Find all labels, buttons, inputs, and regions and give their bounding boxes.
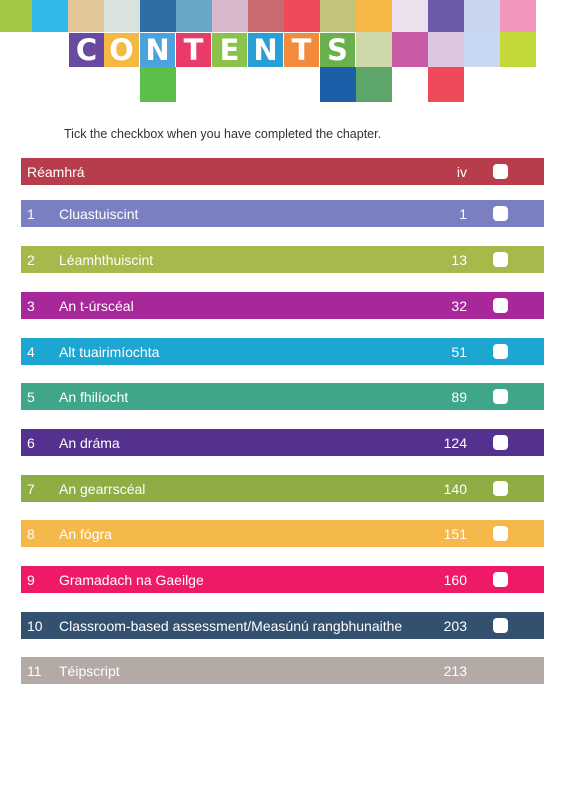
mosaic-tile	[176, 0, 212, 32]
mosaic-tile	[356, 67, 392, 102]
chapter-title: An dráma	[59, 435, 120, 451]
page-number: 140	[443, 481, 467, 497]
chapter-number: 7	[27, 481, 35, 497]
chapter-number: 6	[27, 435, 35, 451]
mosaic-tile	[464, 32, 500, 67]
completion-checkbox[interactable]	[493, 481, 508, 496]
title-letter: N	[140, 33, 175, 67]
chapter-row: 9 Gramadach na Gaeilge 160	[21, 566, 544, 593]
title-letter: N	[248, 33, 283, 67]
mosaic-tile	[428, 0, 464, 32]
chapter-title: An gearrscéal	[59, 481, 146, 497]
chapter-row: 7 An gearrscéal 140	[21, 475, 544, 502]
completion-checkbox[interactable]	[493, 389, 508, 404]
chapter-row: 5 An fhilíocht 89	[21, 383, 544, 410]
page-number: 89	[451, 389, 467, 405]
chapter-title: Cluastuiscint	[59, 206, 139, 222]
chapter-title: An fógra	[59, 526, 112, 542]
title-letter: T	[284, 33, 319, 67]
mosaic-tile	[140, 67, 176, 102]
chapter-title: Léamhthuiscint	[59, 252, 154, 268]
mosaic-tile	[320, 67, 356, 102]
mosaic-tile	[0, 0, 32, 32]
mosaic-tile	[320, 0, 356, 32]
page-number: 151	[443, 526, 467, 542]
chapter-number: 9	[27, 572, 35, 588]
completion-checkbox[interactable]	[493, 252, 508, 267]
chapter-row: 4 Alt tuairimíochta 51	[21, 338, 544, 365]
completion-checkbox[interactable]	[493, 618, 508, 633]
chapter-row: 2 Léamhthuiscint 13	[21, 246, 544, 273]
mosaic-tile	[356, 32, 392, 67]
chapter-number: 8	[27, 526, 35, 542]
title-letter: S	[320, 33, 355, 67]
chapter-title: An fhilíocht	[59, 389, 129, 405]
page-number: 203	[443, 618, 467, 634]
title-letter: T	[176, 33, 211, 67]
chapter-title: Gramadach na Gaeilge	[59, 572, 204, 588]
mosaic-tile	[428, 67, 464, 102]
page-number: iv	[456, 164, 467, 180]
chapter-number: 3	[27, 298, 35, 314]
chapter-title: Réamhrá	[27, 164, 85, 180]
mosaic-tile	[500, 32, 536, 67]
title-letter: E	[212, 33, 247, 67]
title-letter: C	[69, 33, 104, 67]
chapter-title: Alt tuairimíochta	[59, 344, 160, 360]
mosaic-tile	[464, 0, 500, 32]
completion-checkbox[interactable]	[493, 206, 508, 221]
mosaic-tile	[284, 0, 320, 32]
chapter-row: 6 An dráma 124	[21, 429, 544, 456]
page-number: 124	[443, 435, 467, 451]
page-number: 51	[451, 344, 467, 360]
title-letter: O	[104, 33, 139, 67]
mosaic-tile	[248, 0, 284, 32]
chapter-title: An t-úrscéal	[59, 298, 134, 314]
page-number: 213	[443, 663, 467, 679]
completion-checkbox[interactable]	[493, 344, 508, 359]
chapter-row: 10 Classroom-based assessment/Measúnú ra…	[21, 612, 544, 639]
completion-checkbox[interactable]	[493, 298, 508, 313]
chapter-number: 5	[27, 389, 35, 405]
mosaic-tile	[104, 0, 140, 32]
page-number: 32	[451, 298, 467, 314]
chapter-title: Classroom-based assessment/Measúnú rangb…	[59, 618, 403, 634]
mosaic-tile	[32, 0, 68, 32]
chapter-number: 4	[27, 344, 35, 360]
completion-checkbox[interactable]	[493, 526, 508, 541]
mosaic-tile	[428, 32, 464, 67]
chapter-row: 3 An t-úrscéal 32	[21, 292, 544, 319]
chapter-row: 11 Téipscript 213	[21, 657, 544, 684]
completion-checkbox[interactable]	[493, 435, 508, 450]
mosaic-tile	[500, 0, 536, 32]
chapter-row: Réamhrá iv	[21, 158, 544, 185]
chapter-row: 1 Cluastuiscint 1	[21, 200, 544, 227]
instruction-text: Tick the checkbox when you have complete…	[64, 127, 382, 141]
mosaic-tile	[212, 0, 248, 32]
mosaic-tile	[392, 32, 428, 67]
chapter-number: 11	[27, 663, 42, 679]
chapter-row: 8 An fógra 151	[21, 520, 544, 547]
page-number: 1	[459, 206, 467, 222]
mosaic-tile	[68, 0, 104, 32]
completion-checkbox[interactable]	[493, 164, 508, 179]
page-number: 13	[451, 252, 467, 268]
completion-checkbox[interactable]	[493, 572, 508, 587]
mosaic-tile	[140, 0, 176, 32]
chapter-number: 2	[27, 252, 35, 268]
mosaic-tile	[392, 0, 428, 32]
chapter-title: Téipscript	[59, 663, 120, 679]
mosaic-tile	[356, 0, 392, 32]
chapter-number: 10	[27, 618, 43, 634]
chapter-number: 1	[27, 206, 35, 222]
page-number: 160	[443, 572, 467, 588]
